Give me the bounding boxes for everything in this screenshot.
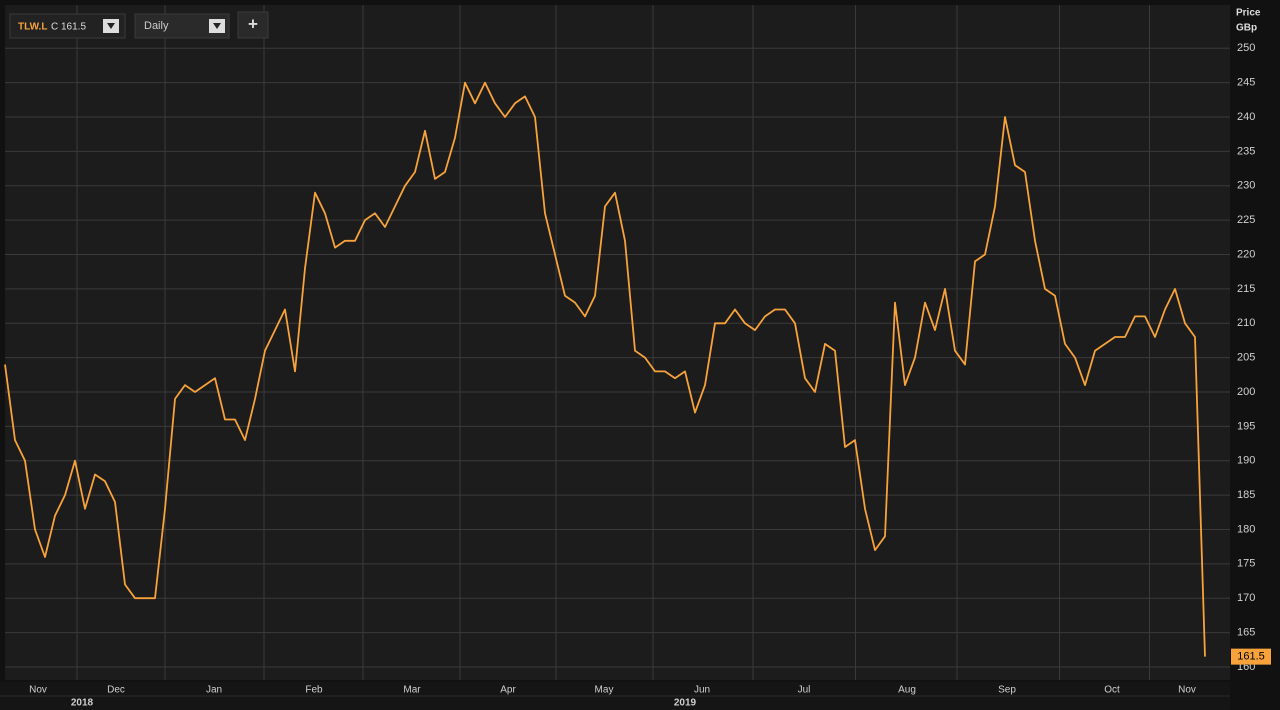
y-tick-label: 170: [1237, 592, 1255, 604]
x-tick-label: Mar: [403, 685, 421, 696]
y-tick-label: 235: [1237, 145, 1255, 157]
x-tick-label: Oct: [1104, 685, 1120, 696]
y-tick-label: 175: [1237, 558, 1255, 570]
x-tick-label: Dec: [107, 685, 125, 696]
dropdown-arrow: [213, 23, 221, 29]
price-line: [4, 81, 1206, 657]
last-price-label: 161.5: [1237, 651, 1265, 663]
x-tick-label: Nov: [29, 685, 47, 696]
last-price-box: [1231, 648, 1271, 665]
y-tick-label: 215: [1237, 283, 1255, 295]
year-label: 2018: [71, 698, 94, 709]
x-tick-label: Aug: [898, 685, 916, 696]
y-tick-label: 165: [1237, 626, 1255, 638]
y-tick-label: 210: [1237, 317, 1255, 329]
y-axis-unit: GBp: [1236, 23, 1257, 34]
x-tick-label: Jan: [206, 685, 222, 696]
symbol-box[interactable]: [9, 13, 126, 39]
interval: Daily: [144, 20, 169, 32]
y-axis-label: Price: [1236, 8, 1261, 19]
x-tick-label: Jul: [798, 685, 811, 696]
y-tick-label: 190: [1237, 455, 1255, 467]
x-tick-label: Sep: [998, 685, 1016, 696]
x-tick-label: Feb: [305, 685, 323, 696]
y-tick-label: 195: [1237, 420, 1255, 432]
y-tick-label: 205: [1237, 352, 1255, 364]
ticker: TLW.L: [18, 22, 47, 33]
y-tick-label: 185: [1237, 489, 1255, 501]
x-tick-label: Apr: [500, 685, 516, 696]
y-tick-label: 230: [1237, 180, 1255, 192]
close-prefix: C: [51, 22, 58, 33]
add-icon: +: [248, 14, 258, 33]
x-tick-label: May: [595, 685, 614, 696]
y-tick-label: 200: [1237, 386, 1255, 398]
symbol-selector[interactable]: TLW.L C 161.5: [9, 13, 126, 39]
y-tick-label: 240: [1237, 111, 1255, 123]
grid-layer: [5, 5, 1230, 680]
interval-selector[interactable]: Daily: [134, 13, 230, 39]
x-tick-label: Jun: [694, 685, 710, 696]
y-tick-label: 250: [1237, 42, 1255, 54]
add-button[interactable]: [237, 11, 269, 39]
plot-area: [5, 5, 1230, 680]
x-tick-label: Nov: [1178, 685, 1196, 696]
y-tick-label: 180: [1237, 523, 1255, 535]
y-tick-label: 245: [1237, 77, 1255, 89]
y-tick-label: 220: [1237, 248, 1255, 260]
dropdown-arrow: [107, 23, 115, 29]
year-label: 2019: [674, 698, 697, 709]
y-tick-label: 225: [1237, 214, 1255, 226]
close-value: 161.5: [61, 22, 86, 33]
